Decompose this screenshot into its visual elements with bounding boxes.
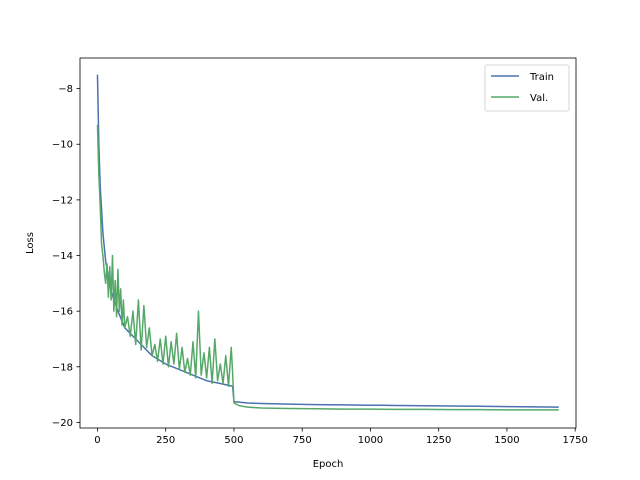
legend-box: [484, 64, 570, 112]
y-axis-ticks: −20 −18 −16 −14 −12 −10 −8: [52, 84, 80, 429]
x-tick-label: 750: [293, 435, 312, 446]
x-tick-label: 1000: [358, 435, 383, 446]
y-tick-label: −8: [58, 84, 73, 95]
x-tick-label: 1750: [562, 435, 587, 446]
series-line-val: [96, 124, 559, 411]
x-tick-label: 1250: [426, 435, 451, 446]
x-tick-label: 0: [94, 435, 100, 446]
x-tick-label: 1500: [494, 435, 519, 446]
x-tick-label: 500: [224, 435, 243, 446]
x-axis-ticks: 0 250 500 750 1000 1250 1500 1750: [94, 428, 588, 446]
legend-val-label: Val.: [530, 93, 548, 104]
x-tick-label: 250: [156, 435, 175, 446]
y-tick-label: −12: [52, 195, 73, 206]
y-tick-label: −18: [52, 362, 73, 373]
y-tick-label: −20: [52, 418, 73, 429]
legend-train-label: Train: [529, 72, 554, 83]
x-axis-label: Epoch: [313, 459, 344, 470]
y-tick-label: −10: [52, 140, 73, 151]
plot-frame: [79, 57, 577, 429]
y-axis-label: Loss: [25, 232, 36, 254]
legend: Train Val.: [484, 64, 570, 112]
series-layer: [96, 74, 559, 411]
y-tick-label: −16: [52, 307, 73, 318]
y-tick-label: −14: [52, 251, 73, 262]
